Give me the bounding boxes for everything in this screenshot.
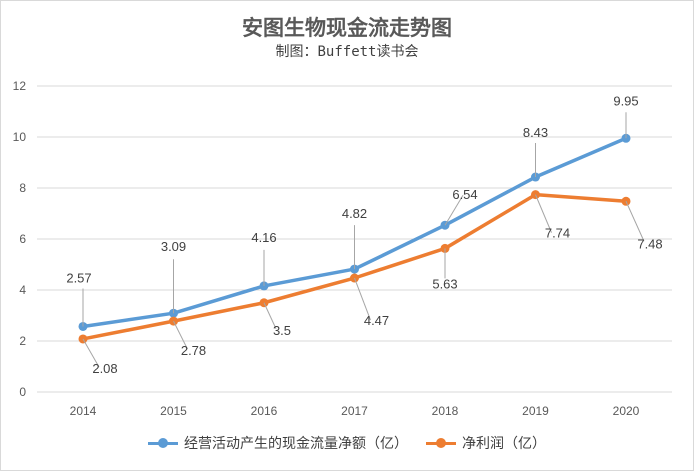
leader-line [173, 320, 188, 350]
x-tick-label: 2017 [341, 404, 368, 418]
y-tick-label: 6 [19, 232, 26, 246]
y-tick-label: 4 [19, 283, 26, 297]
data-label: 4.16 [251, 230, 276, 245]
leader-line [354, 277, 371, 321]
legend-item-cashflow: 经营活动产生的现金流量净额（亿） [148, 433, 408, 453]
leader-line [263, 302, 277, 329]
legend-label-cashflow: 经营活动产生的现金流量净额（亿） [184, 436, 408, 452]
x-tick-label: 2015 [160, 404, 187, 418]
data-label: 4.82 [342, 206, 367, 221]
data-label: 9.95 [613, 93, 638, 108]
y-tick-label: 2 [19, 334, 26, 348]
legend-label-net-profit: 净利润（亿） [462, 436, 546, 452]
data-label: 8.43 [523, 125, 548, 140]
data-label: 3.5 [273, 323, 291, 338]
leader-line [535, 194, 552, 233]
legend: 经营活动产生的现金流量净额（亿） 净利润（亿） [0, 433, 694, 453]
y-tick-label: 8 [19, 181, 26, 195]
x-tick-label: 2019 [522, 404, 549, 418]
data-label: 7.48 [637, 236, 662, 251]
leader-line [625, 201, 645, 242]
x-tick-label: 2016 [251, 404, 278, 418]
data-label: 5.63 [432, 276, 457, 291]
y-tick-label: 10 [13, 130, 27, 144]
data-label: 4.47 [364, 313, 389, 328]
y-tick-label: 12 [13, 79, 27, 93]
y-tick-label: 0 [19, 385, 26, 399]
leader-line [82, 338, 100, 368]
chart-subtitle: 制图：Buffett读书会 [275, 44, 419, 60]
chart-title: 安图生物现金流走势图 [242, 16, 452, 40]
data-label: 7.74 [545, 226, 570, 241]
legend-swatch-cashflow [148, 438, 178, 448]
x-tick-label: 2020 [613, 404, 640, 418]
data-label: 2.08 [92, 361, 117, 376]
data-label: 2.57 [66, 270, 91, 285]
x-tick-label: 2018 [432, 404, 459, 418]
x-tick-label: 2014 [70, 404, 97, 418]
data-label: 2.78 [181, 343, 206, 358]
legend-item-net-profit: 净利润（亿） [426, 433, 546, 453]
legend-swatch-net-profit [426, 438, 456, 448]
data-label: 6.54 [452, 187, 477, 202]
data-label: 3.09 [161, 239, 186, 254]
leader-line [444, 194, 464, 226]
